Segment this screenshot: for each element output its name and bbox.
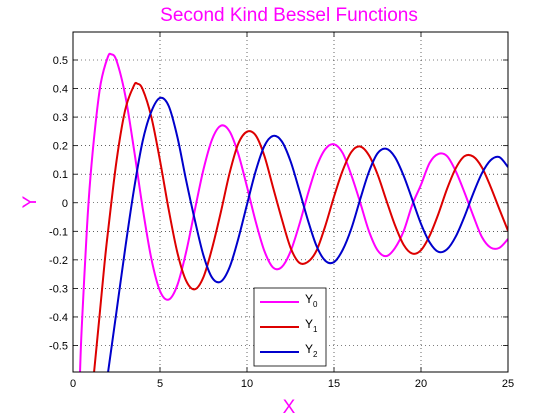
y-tick-label: -0.2	[49, 255, 68, 267]
x-tick-label: 5	[157, 378, 163, 390]
y-tick-label: -0.1	[49, 226, 68, 238]
chart-title: Second Kind Bessel Functions	[160, 5, 418, 26]
x-tick-label: 0	[70, 378, 76, 390]
legend: Y0 Y1 Y2	[253, 287, 327, 367]
y-tick-label: 0.4	[53, 84, 68, 96]
x-axis-title: X	[283, 397, 296, 418]
y-tick-label: -0.5	[49, 341, 68, 353]
y-tick-label: 0.2	[53, 141, 68, 153]
y-axis-title: Y	[20, 195, 41, 208]
y-tick-label: 0.1	[53, 169, 68, 181]
legend-label-y2: Y2	[305, 342, 318, 359]
x-tick-label: 25	[502, 378, 514, 390]
y-tick-label: 0.5	[53, 55, 68, 67]
x-tick-label: 10	[241, 378, 253, 390]
series-group	[79, 52, 508, 372]
y-tick-label: -0.4	[49, 312, 68, 324]
y-tick-label: -0.3	[49, 283, 68, 295]
legend-label-y1: Y1	[305, 317, 318, 334]
axes-box	[72, 31, 509, 373]
x-tick-label: 15	[328, 378, 340, 390]
series-line-y2	[107, 96, 508, 372]
x-tick-label: 20	[415, 378, 427, 390]
y-tick-label: 0	[62, 198, 68, 210]
series-line-y1	[93, 81, 508, 372]
series-line-y0	[79, 52, 508, 372]
legend-label-y0: Y0	[305, 292, 318, 309]
y-tick-label: 0.3	[53, 112, 68, 124]
plot-area: 0 5 10 15 20 25 0.5 0.4 0.3 0.2 0.1 0 -0.1 -0.2 -0.3 -0…	[49, 31, 514, 390]
